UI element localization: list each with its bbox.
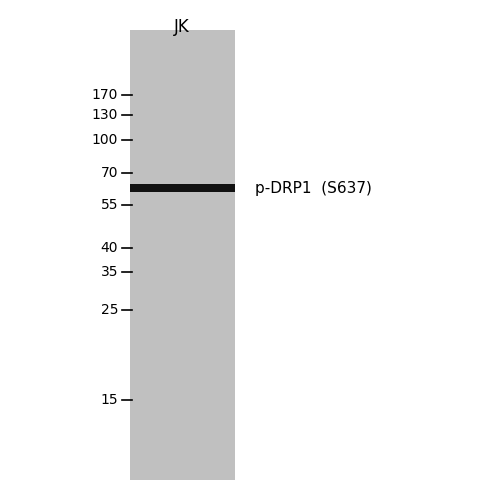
Text: JK: JK <box>174 18 190 36</box>
Text: 40: 40 <box>100 241 118 255</box>
Bar <box>130 184 235 192</box>
Text: 130: 130 <box>92 108 118 122</box>
Text: 55: 55 <box>100 198 118 212</box>
Text: 100: 100 <box>92 133 118 147</box>
Text: p-DRP1  (S637): p-DRP1 (S637) <box>255 180 372 196</box>
Bar <box>130 30 235 480</box>
Text: 35: 35 <box>100 265 118 279</box>
Text: 170: 170 <box>92 88 118 102</box>
Text: 25: 25 <box>100 303 118 317</box>
Text: 15: 15 <box>100 393 118 407</box>
Text: 70: 70 <box>100 166 118 180</box>
